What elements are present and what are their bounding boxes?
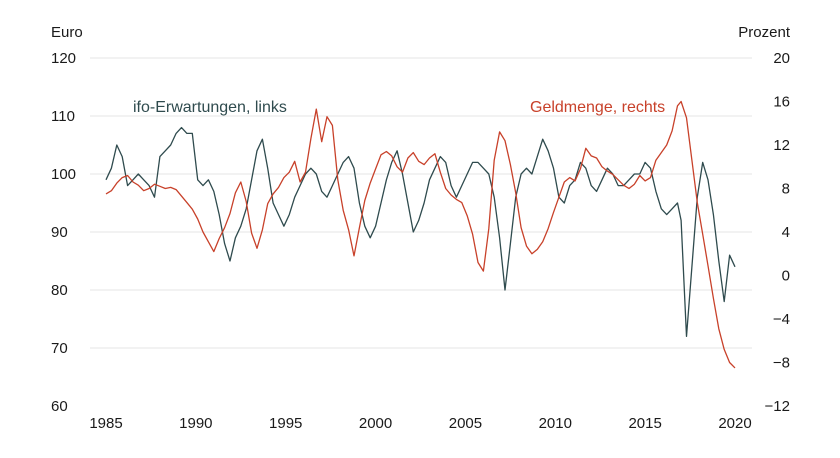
series-line-geldmenge	[105, 100, 736, 369]
x-tick-label: 2010	[539, 415, 572, 432]
x-tick-label: 2020	[718, 415, 751, 432]
left-tick-label: 120	[51, 50, 76, 67]
right-tick-label: 4	[782, 224, 790, 241]
right-axis-unit: Prozent	[738, 24, 791, 41]
x-tick-label: 1995	[269, 415, 302, 432]
x-tick-label: 1990	[179, 415, 212, 432]
left-tick-label: 100	[51, 166, 76, 183]
right-tick-label: 8	[782, 181, 790, 198]
left-tick-label: 90	[51, 224, 68, 241]
series-lines	[105, 100, 736, 369]
left-tick-label: 80	[51, 282, 68, 299]
series-label-geldmenge: Geldmenge, rechts	[530, 99, 665, 116]
series-line-ifo	[105, 126, 736, 338]
right-axis-ticks: −12 −8 −4 0 4 8 12 16 20	[765, 50, 790, 415]
x-tick-label: 1985	[89, 415, 122, 432]
left-tick-label: 60	[51, 398, 68, 415]
left-axis-unit: Euro	[51, 24, 83, 41]
left-tick-label: 110	[51, 108, 75, 125]
right-tick-label: 12	[773, 137, 790, 154]
right-tick-label: 20	[773, 50, 790, 67]
series-label-ifo: ifo-Erwartungen, links	[133, 99, 287, 116]
x-tick-label: 2000	[359, 415, 392, 432]
x-tick-label: 2005	[449, 415, 482, 432]
right-tick-label: 16	[773, 94, 790, 111]
x-tick-label: 2015	[628, 415, 661, 432]
left-tick-label: 70	[51, 340, 68, 357]
left-axis-ticks: 60 70 80 90 100 110 120	[51, 50, 76, 415]
x-axis-ticks: 1985 1990 1995 2000 2005 2010 2015 2020	[89, 415, 751, 432]
gridlines	[90, 57, 752, 349]
right-tick-label: −12	[765, 398, 790, 415]
right-tick-label: 0	[782, 268, 790, 285]
right-tick-label: −4	[773, 311, 790, 328]
right-tick-label: −8	[773, 355, 790, 372]
